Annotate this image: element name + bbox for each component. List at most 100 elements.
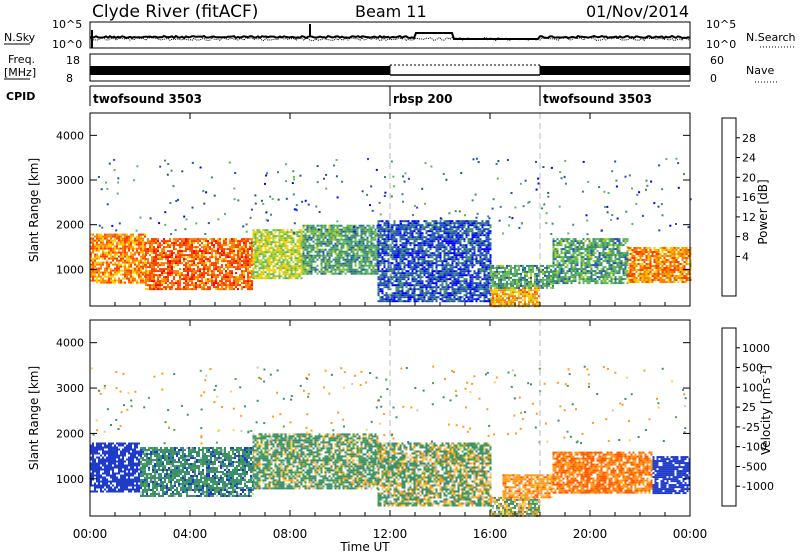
range-gate-cell — [241, 266, 243, 269]
range-gate-cell — [264, 249, 267, 252]
range-gate-cell — [276, 263, 279, 266]
range-gate-cell — [128, 255, 130, 258]
range-gate-cell — [469, 288, 472, 291]
range-gate-cell — [445, 234, 448, 237]
range-gate-cell — [465, 234, 468, 237]
range-gate-cell — [407, 240, 410, 243]
range-gate-cell — [215, 252, 217, 255]
range-gate-cell — [407, 292, 410, 295]
range-gate-cell — [395, 250, 398, 253]
range-gate-cell — [221, 272, 223, 275]
range-gate-cell — [149, 276, 151, 279]
range-gate-cell — [425, 240, 428, 243]
range-gate-cell — [393, 246, 396, 249]
range-gate-cell — [231, 286, 233, 289]
range-gate-cell — [445, 274, 448, 277]
range-gate-cell — [227, 254, 229, 257]
range-gate-cell — [262, 239, 265, 242]
range-gate-cell — [251, 240, 253, 243]
range-gate-cell — [445, 224, 448, 227]
range-gate-cell — [290, 275, 293, 278]
range-gate-cell — [381, 298, 384, 301]
range-gate-cell — [120, 235, 122, 238]
range-gate-cell — [213, 276, 215, 279]
range-gate-cell — [479, 264, 482, 267]
range-gate-cell — [233, 258, 235, 261]
range-gate-cell — [431, 260, 434, 263]
range-gate-cell — [157, 246, 159, 249]
range-gate-cell — [112, 247, 114, 250]
range-gate-cell — [145, 252, 147, 255]
range-gate-cell — [453, 248, 456, 251]
range-gate-cell — [181, 254, 183, 257]
range-gate-cell — [235, 268, 237, 271]
range-gate-cell — [492, 272, 494, 275]
range-gate-cell — [112, 275, 114, 278]
range-gate-cell — [235, 246, 237, 249]
range-gate-cell — [251, 246, 253, 249]
range-gate-cell — [149, 270, 151, 273]
range-gate-cell — [227, 252, 229, 255]
range-gate-cell — [322, 248, 325, 251]
range-gate-cell — [419, 274, 422, 277]
range-gate-cell — [326, 270, 329, 273]
range-gate-cell — [435, 290, 438, 293]
range-gate-cell — [177, 262, 179, 265]
range-gate-cell — [286, 237, 289, 240]
range-gate-cell — [447, 220, 450, 223]
range-gate-cell — [429, 248, 432, 251]
range-gate-cell — [104, 257, 106, 260]
range-gate-cell — [241, 286, 243, 289]
range-gate-cell — [340, 272, 343, 275]
range-gate-cell — [140, 257, 142, 260]
range-gate-cell — [342, 234, 345, 237]
range-gate-cell — [425, 286, 428, 289]
range-gate-cell — [147, 288, 149, 291]
range-gate-cell — [225, 242, 227, 245]
range-gate-cell — [118, 269, 120, 272]
range-gate-cell — [477, 228, 480, 231]
range-gate-cell — [409, 244, 412, 247]
range-gate-cell — [286, 241, 289, 244]
range-gate-cell — [536, 291, 538, 294]
range-gate-cell — [169, 256, 171, 259]
range-gate-cell — [342, 226, 345, 229]
range-gate-cell — [490, 270, 492, 273]
range-gate-cell — [492, 297, 494, 300]
range-gate-cell — [163, 248, 165, 251]
range-gate-cell — [461, 236, 464, 239]
range-gate-cell — [441, 250, 444, 253]
range-gate-cell — [376, 232, 379, 235]
range-gate-cell — [195, 270, 197, 273]
range-gate-cell — [179, 238, 181, 241]
range-gate-cell — [308, 238, 311, 241]
range-gate-cell — [108, 239, 110, 242]
range-gate-cell — [411, 252, 414, 255]
range-gate-cell — [401, 224, 404, 227]
range-gate-cell — [153, 284, 155, 287]
range-gate-cell — [459, 222, 462, 225]
range-gate-cell — [379, 278, 382, 281]
range-gate-cell — [278, 277, 281, 280]
range-gate-cell — [233, 240, 235, 243]
range-gate-cell — [96, 261, 98, 264]
range-gate-cell — [213, 270, 215, 273]
range-gate-cell — [142, 247, 144, 250]
range-gate-cell — [536, 289, 538, 292]
range-gate-cell — [245, 282, 247, 285]
range-gate-cell — [237, 284, 239, 287]
range-gate-cell — [185, 266, 187, 269]
range-gate-cell — [163, 270, 165, 273]
range-gate-cell — [492, 264, 494, 267]
range-gate-cell — [487, 230, 490, 233]
range-gate-cell — [338, 260, 341, 263]
range-gate-cell — [342, 244, 345, 247]
range-gate-cell — [145, 258, 147, 261]
range-gate-cell — [157, 264, 159, 267]
range-gate-cell — [149, 288, 151, 291]
range-gate-cell — [443, 270, 446, 273]
range-gate-cell — [322, 260, 325, 263]
range-gate-cell — [362, 228, 365, 231]
range-gate-cell — [290, 237, 293, 240]
range-gate-cell — [459, 224, 462, 227]
